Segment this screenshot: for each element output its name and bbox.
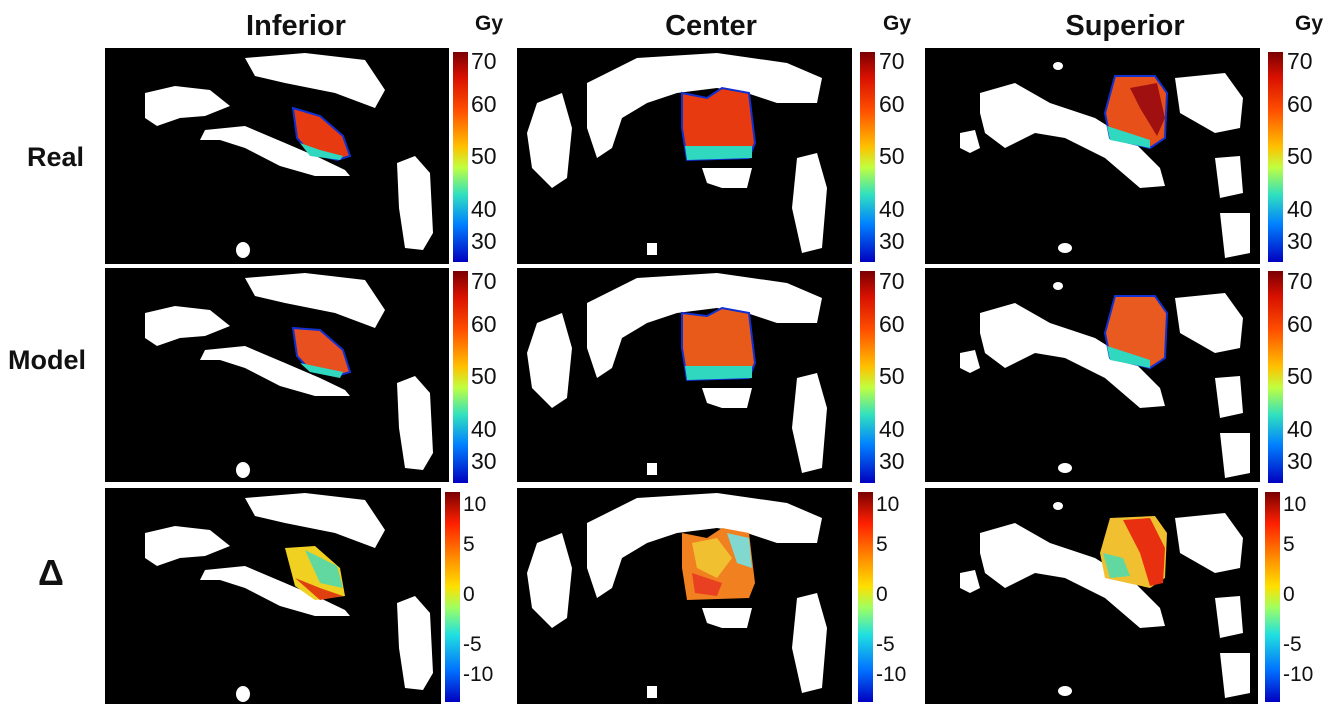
colorbar-tick-model-inferior: 30 <box>471 448 497 474</box>
colorbar-tick-real-center: 40 <box>879 195 905 222</box>
colorbar-tick-real-center: 50 <box>879 143 905 169</box>
image-model-center <box>517 268 852 482</box>
colorbar-tick-model-superior: 60 <box>1287 310 1313 337</box>
colorbar-tick-delta-superior: 0 <box>1283 583 1295 606</box>
colorbar-delta-center <box>858 492 873 702</box>
colorbar-tick-delta-superior: -10 <box>1283 663 1314 686</box>
colorbar-tick-real-center: 70 <box>879 48 905 74</box>
colorbar-tick-delta-inferior: 5 <box>463 533 475 556</box>
image-real-superior <box>925 48 1260 264</box>
colorbar-tick-delta-center: -10 <box>876 663 907 686</box>
colorbar-tick-delta-inferior: 0 <box>463 583 475 606</box>
colorbar-tick-model-inferior: 40 <box>471 415 497 442</box>
colorbar-real-superior <box>1268 52 1283 262</box>
image-real-inferior <box>105 48 449 264</box>
colorbar-tick-model-center: 30 <box>879 448 905 474</box>
colorbar-tick-delta-center: 5 <box>876 533 888 556</box>
row-label-model: Model <box>8 345 86 375</box>
colorbar-tick-real-inferior: 70 <box>471 48 497 74</box>
colorbar-tick-real-superior: 50 <box>1287 143 1313 169</box>
colorbar-delta-inferior <box>445 492 460 702</box>
colorbar-tick-real-center: 30 <box>879 228 905 254</box>
colorbar-tick-real-superior: 60 <box>1287 90 1313 117</box>
colorbar-tick-real-inferior: 50 <box>471 143 497 169</box>
image-model-superior <box>925 268 1260 482</box>
column-title-inferior: Inferior <box>246 10 346 42</box>
colorbar-tick-model-superior: 40 <box>1287 415 1313 442</box>
unit-label-inferior: Gy <box>475 12 504 35</box>
column-title-center: Center <box>665 10 757 42</box>
colorbar-tick-delta-inferior: -10 <box>463 663 494 686</box>
colorbar-tick-real-superior: 30 <box>1287 228 1313 254</box>
row-label-delta: Δ <box>38 552 64 593</box>
colorbar-model-superior <box>1268 271 1283 483</box>
row-label-real: Real <box>27 142 85 172</box>
colorbar-tick-model-inferior: 60 <box>471 310 497 337</box>
colorbar-tick-model-inferior: 50 <box>471 363 497 389</box>
colorbar-tick-delta-center: 10 <box>876 493 900 516</box>
colorbar-delta-superior <box>1265 492 1280 702</box>
colorbar-tick-delta-center: 0 <box>876 583 888 606</box>
colorbar-tick-model-inferior: 70 <box>471 268 497 294</box>
colorbar-tick-delta-inferior: -5 <box>463 633 482 656</box>
image-real-center <box>517 48 852 264</box>
image-model-inferior <box>105 268 449 482</box>
image-delta-center <box>517 488 852 704</box>
colorbar-tick-model-center: 50 <box>879 363 905 389</box>
image-delta-inferior <box>105 488 441 704</box>
unit-label-superior: Gy <box>1295 12 1324 35</box>
colorbar-real-inferior <box>453 52 468 262</box>
colorbar-tick-real-center: 60 <box>879 90 905 117</box>
colorbar-model-center <box>860 271 875 483</box>
colorbar-tick-model-superior: 30 <box>1287 448 1313 474</box>
colorbar-tick-model-center: 40 <box>879 415 905 442</box>
colorbar-tick-delta-superior: 5 <box>1283 533 1295 556</box>
colorbar-tick-real-superior: 40 <box>1287 195 1313 222</box>
colorbar-tick-delta-inferior: 10 <box>463 493 487 516</box>
colorbar-tick-real-inferior: 40 <box>471 195 497 222</box>
colorbar-tick-model-center: 60 <box>879 310 905 337</box>
colorbar-tick-model-superior: 50 <box>1287 363 1313 389</box>
colorbar-tick-delta-superior: -5 <box>1283 633 1302 656</box>
colorbar-tick-real-superior: 70 <box>1287 48 1313 74</box>
colorbar-tick-model-center: 70 <box>879 268 905 294</box>
image-delta-superior <box>925 488 1258 704</box>
colorbar-tick-real-inferior: 30 <box>471 228 497 254</box>
colorbar-tick-delta-center: -5 <box>876 633 895 656</box>
column-title-superior: Superior <box>1065 10 1185 42</box>
colorbar-tick-model-superior: 70 <box>1287 268 1313 294</box>
colorbar-tick-delta-superior: 10 <box>1283 493 1307 516</box>
colorbar-tick-real-inferior: 60 <box>471 90 497 117</box>
unit-label-center: Gy <box>883 12 912 35</box>
colorbar-real-center <box>860 52 875 262</box>
colorbar-model-inferior <box>453 271 468 483</box>
